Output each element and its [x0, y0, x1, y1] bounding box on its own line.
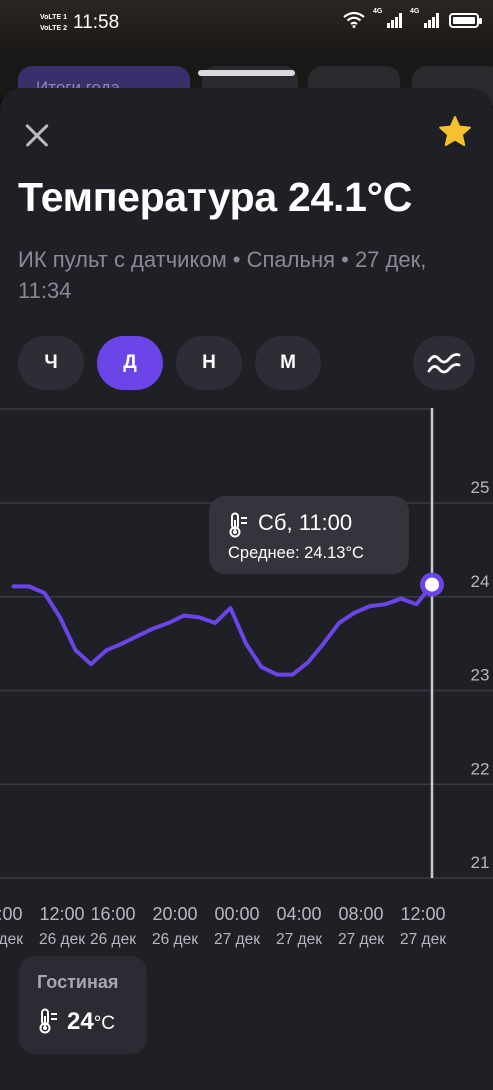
- close-button[interactable]: [20, 118, 54, 152]
- x-tick-date-label: 27 дек: [276, 931, 322, 948]
- page-subtitle: ИК пульт с датчиком • Спальня • 27 дек, …: [18, 247, 427, 303]
- x-tick-time-label: 08:00: [338, 904, 383, 924]
- page-title: Температура 24.1°C: [18, 174, 413, 220]
- y-tick-label: 25: [471, 478, 490, 497]
- highlighted-data-point: [420, 572, 444, 597]
- y-tick-label: 22: [471, 759, 490, 778]
- x-tick-time-label: 00:00: [214, 904, 259, 924]
- x-tick-date-label: 27 дек: [338, 931, 384, 948]
- x-tick-time-label: 12:00: [400, 904, 445, 924]
- room-card-living-room[interactable]: Гостиная 24°C: [19, 956, 147, 1054]
- x-tick-time-label: 16:00: [90, 904, 135, 924]
- room-temperature: 24°C: [67, 1008, 115, 1036]
- room-name: Гостиная: [37, 972, 119, 992]
- temperature-chart[interactable]: 25 24 23 22 21 08:00 26 дек 12:00 26 дек 16:00 26 …: [0, 408, 493, 948]
- period-selector: Ч Д Н М: [18, 336, 321, 390]
- signal-1-icon: 4G: [373, 8, 402, 28]
- favorite-star-icon[interactable]: [437, 114, 473, 150]
- x-tick-time-label: 12:00: [39, 904, 84, 924]
- x-tick-date-label: 26 дек: [39, 931, 85, 948]
- bottom-sheet: Температура 24.1°C ИК пульт с датчиком •…: [0, 88, 493, 1090]
- x-tick-date-label: 27 дек: [214, 931, 260, 948]
- signal-2-icon: 4G: [410, 8, 439, 28]
- y-tick-label: 24: [471, 572, 490, 591]
- period-month-button[interactable]: М: [255, 336, 321, 390]
- battery-icon: [449, 12, 482, 28]
- tooltip-average: Среднее: 24.13°C: [228, 544, 364, 562]
- volte-1-label: VoLTE 1: [40, 14, 67, 21]
- network-1-label: 4G: [373, 8, 383, 15]
- x-tick-time-label: 08:00: [0, 904, 23, 924]
- tooltip-title: Сб, 11:00: [258, 510, 353, 535]
- chart-mode-button[interactable]: [413, 336, 475, 390]
- period-day-button[interactable]: Д: [97, 336, 163, 390]
- period-hour-button[interactable]: Ч: [18, 336, 84, 390]
- y-tick-label: 21: [471, 853, 490, 872]
- x-tick-time-label: 04:00: [276, 904, 321, 924]
- status-bar: VoLTE 1 VoLTE 2 11:58 4G 4G: [0, 0, 493, 48]
- clock: 11:58: [73, 12, 120, 33]
- network-2-label: 4G: [410, 8, 420, 15]
- temperature-series-line: [11, 582, 434, 677]
- period-week-button[interactable]: Н: [176, 336, 242, 390]
- wifi-icon: [343, 12, 365, 28]
- status-icons: 4G 4G: [343, 8, 482, 28]
- x-tick-date-label: 26 дек: [0, 931, 23, 948]
- thermometer-icon: [39, 1008, 57, 1034]
- chart-tooltip: Сб, 11:00 Среднее: 24.13°C: [209, 496, 409, 574]
- x-tick-date-label: 26 дек: [152, 931, 198, 948]
- room-temperature-value: 24: [67, 1008, 94, 1035]
- volte-indicator: VoLTE 1 VoLTE 2: [40, 12, 68, 34]
- sheet-grabber[interactable]: [198, 70, 295, 76]
- x-tick-date-label: 27 дек: [400, 931, 446, 948]
- x-tick-time-label: 20:00: [152, 904, 197, 924]
- thermometer-icon: [229, 512, 247, 538]
- y-tick-label: 23: [471, 666, 490, 685]
- volte-2-label: VoLTE 2: [40, 25, 67, 32]
- wave-icon: [427, 353, 461, 374]
- x-tick-date-label: 26 дек: [90, 931, 136, 948]
- room-temperature-unit: °C: [93, 1013, 116, 1034]
